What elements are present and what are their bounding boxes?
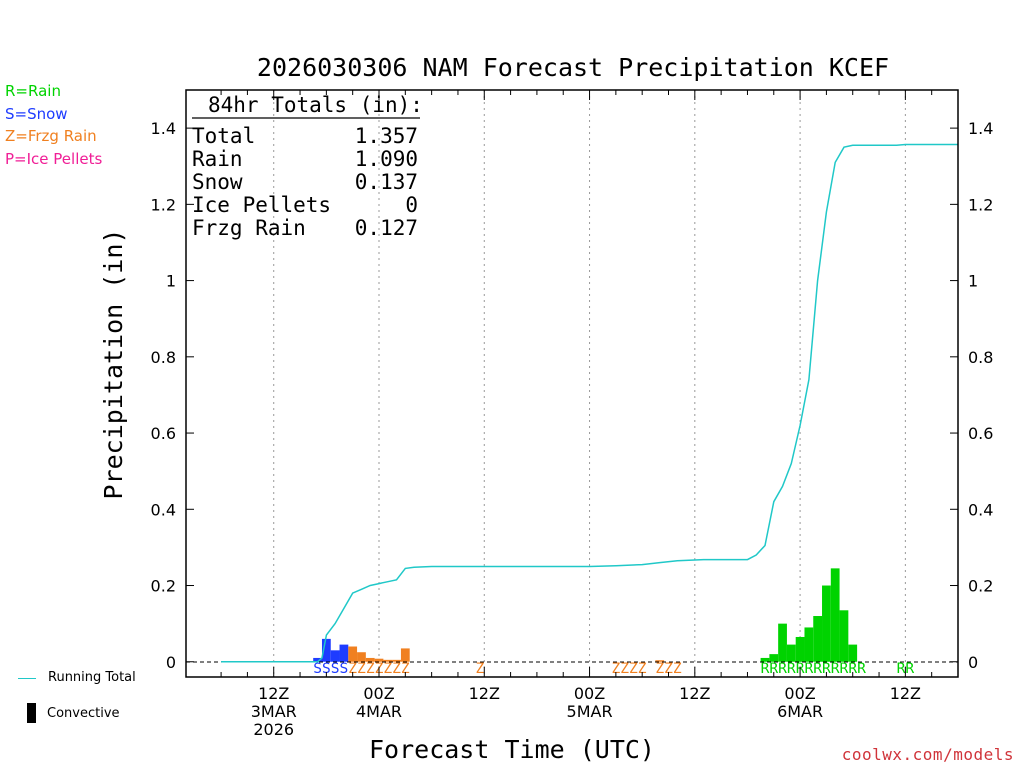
totals-value: 0.137 [355,170,418,194]
x-tick-label: 00Z [363,684,394,703]
frzg-bar [365,657,375,662]
rain-bar [786,644,796,662]
rain-bar [830,568,840,662]
legend-frzg-rain: Z=Frzg Rain [5,127,97,145]
y-tick-label-right: 0.2 [968,577,993,596]
x-tick-label: 00Z [574,684,605,703]
frzg-bar [400,648,410,662]
totals-label: Ice Pellets [192,193,331,217]
totals-value: 0.127 [355,216,418,240]
legend-snow: S=Snow [5,105,68,123]
totals-label: Rain [192,147,243,171]
y-tick-label: 0.8 [151,348,176,367]
totals-label: Snow [192,170,243,194]
running-total-label: Running Total [48,670,136,685]
rain-bar [813,616,823,662]
y-tick-label-right: 1 [968,272,978,291]
x-tick-label: 12Z [469,684,500,703]
frzg-bar [392,659,401,662]
totals-value: 1.357 [355,124,418,148]
y-tick-label: 1.4 [151,119,176,138]
x-tick-label: 2026 [253,720,294,739]
rain-bar [769,654,779,662]
frzg-bar [383,659,393,662]
frzg-bar [348,646,358,662]
convective-swatch [27,703,36,723]
grid-lines [273,90,906,677]
frzg-marker: ZZZ [655,661,681,677]
y-tick-label-right: 1.2 [968,195,993,214]
y-tick-label: 0.4 [151,500,176,519]
convective-label: Convective [47,706,120,721]
totals-label: Total [192,124,255,148]
x-tick-label: 5MAR [567,702,613,721]
running-total-line [221,143,958,663]
frzg-bar [655,660,665,662]
totals-heading: 84hr Totals (in): [208,93,423,117]
rain-bar [848,644,858,662]
legend-rain: R=Rain [5,82,61,100]
frzg-marker: Z [476,661,485,677]
plot-frame [185,89,959,678]
frzg-marker: ZZZZ [611,661,646,677]
rain-bar [778,623,787,662]
x-tick-label: 6MAR [777,702,823,721]
totals-box: 84hr Totals (in): Total 1.357 Rain 1.090 Sno… [192,93,423,240]
frzg-bar [357,652,366,662]
y-tick-label-right: 0.4 [968,500,993,519]
x-tick-label: 12Z [258,684,289,703]
y-tick-label: 0 [166,653,176,672]
x-tick-label: 12Z [679,684,710,703]
rain-bar [822,585,831,662]
y-tick-label-right: 0.6 [968,424,993,443]
totals-rows: Total 1.357 Rain 1.090 Snow 0.137 Ice Pellets 0… [192,124,418,240]
y-tick-label: 1.2 [151,195,176,214]
rain-bar [804,627,814,662]
x-axis-label: Forecast Time (UTC) [369,735,655,764]
legend-ice-pellets: P=Ice Pellets [5,150,103,168]
snow-bar [313,657,322,662]
y-axis: 0 0 0.2 0.2 0.4 0.4 0.6 0.6 0.8 0.8 1 1 1.2 1.2 1.4 1.4 [151,119,994,672]
snow-bar [321,638,331,662]
rain-bar [795,636,805,662]
snow-bar [330,650,340,662]
y-tick-label-right: 0 [968,653,978,672]
convective-legend: Convective [27,703,167,725]
x-tick-label: 00Z [784,684,815,703]
rain-bar [760,657,770,662]
rain-bar [839,610,849,662]
precip-bars [313,568,858,662]
snow-marker: SSSS [313,661,348,677]
totals-value: 1.090 [355,147,418,171]
y-tick-label-right: 1.4 [968,119,993,138]
frzg-bar [374,658,384,662]
y-tick-label: 0.2 [151,577,176,596]
totals-value: 0 [405,193,418,217]
x-tick-label: 3MAR [251,702,297,721]
totals-label: Frzg Rain [192,216,306,240]
credit: coolwx.com/models [841,745,1014,764]
running-total-legend: Running Total [18,670,158,688]
chart-title: 2026030306 NAM Forecast Precipitation KC… [257,53,889,82]
y-axis-label: Precipitation (in) [99,229,128,500]
x-tick-label: 4MAR [356,702,402,721]
snow-bar [339,644,349,662]
y-tick-label: 0.6 [151,424,176,443]
running-total-swatch [18,678,36,679]
y-tick-label-right: 0.8 [968,348,993,367]
y-tick-label: 1 [166,272,176,291]
x-tick-label: 12Z [890,684,921,703]
ptype-markers: SSSS ZZZZZZZ Z ZZZZ ZZZ RRRRRRRRRRRR RR [313,661,915,677]
rain-marker: RRRRRRRRRRRR [761,661,867,677]
